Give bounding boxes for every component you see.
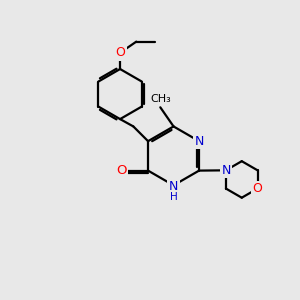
Text: O: O <box>116 164 127 177</box>
Text: N: N <box>221 164 231 177</box>
Text: N: N <box>169 179 178 192</box>
Text: O: O <box>115 46 125 59</box>
Text: N: N <box>194 135 204 148</box>
Text: H: H <box>170 191 177 202</box>
Text: N: N <box>169 180 178 193</box>
Text: O: O <box>253 182 262 195</box>
Text: CH₃: CH₃ <box>150 94 171 104</box>
